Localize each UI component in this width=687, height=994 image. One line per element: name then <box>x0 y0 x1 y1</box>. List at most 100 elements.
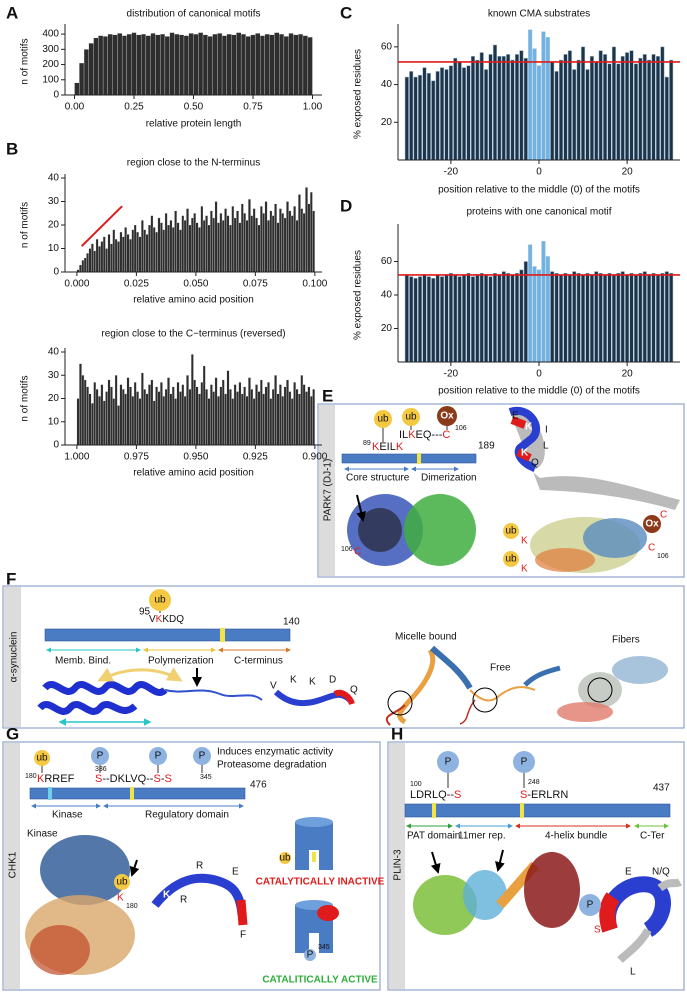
p-circle <box>304 949 316 961</box>
bar <box>625 52 630 161</box>
bar <box>288 210 292 273</box>
bar <box>286 379 289 446</box>
bar <box>226 33 232 96</box>
bar <box>183 396 187 446</box>
bar <box>283 386 287 446</box>
bar <box>479 52 484 161</box>
sequence: ILKEQ---C <box>399 429 450 441</box>
side-strip <box>319 405 335 576</box>
bar <box>150 33 156 96</box>
bar <box>245 396 249 446</box>
bar <box>207 398 211 446</box>
ub-circle <box>149 589 171 611</box>
chart: region close to the C−terminus (reversed… <box>20 329 328 479</box>
tag: ub <box>154 595 166 606</box>
bar <box>164 36 170 96</box>
bar <box>126 33 132 96</box>
cylinder <box>295 817 333 827</box>
bar <box>181 384 185 446</box>
domain-label: Dimerization <box>421 473 477 484</box>
y-tick-label: 60 <box>381 41 393 52</box>
y-tick-label: 60 <box>381 256 393 267</box>
bar <box>200 206 204 273</box>
effect: Induces enzymatic activity <box>217 747 333 758</box>
inhibitor <box>317 905 339 921</box>
bar <box>86 386 89 446</box>
bar <box>107 33 113 96</box>
panel-label: E <box>322 386 333 405</box>
bar <box>603 54 608 161</box>
bar <box>523 261 528 363</box>
arrow <box>430 851 441 874</box>
bar <box>295 220 299 273</box>
bar <box>532 266 537 363</box>
bar <box>205 215 208 273</box>
panel-g: G CHK1 ub P P P Induces enzymatic activi… <box>2 724 385 991</box>
bar <box>422 67 427 161</box>
tag: Ox <box>440 411 454 422</box>
bar <box>169 32 175 96</box>
bar <box>136 391 139 446</box>
bar <box>252 208 256 273</box>
position: 180 <box>25 773 37 780</box>
y-tick-label: 10 <box>48 416 60 427</box>
bar <box>655 274 660 363</box>
bar <box>152 227 156 273</box>
arrow <box>129 859 140 877</box>
bar <box>257 391 261 446</box>
bar <box>274 375 277 446</box>
bar <box>186 208 189 273</box>
y-tick-label: 300 <box>42 44 59 55</box>
bar <box>95 238 99 273</box>
bar <box>88 393 92 446</box>
bar <box>102 236 106 273</box>
bar <box>193 379 197 446</box>
ox-circle <box>643 515 661 533</box>
bar <box>124 393 127 446</box>
side-strip <box>4 587 21 727</box>
x-tick-label: 0.000 <box>64 279 89 290</box>
residue: E <box>232 867 239 878</box>
stem <box>41 765 203 773</box>
bar <box>541 241 546 363</box>
bar <box>155 231 158 273</box>
structure <box>429 645 473 690</box>
x-tick-label: 0.100 <box>302 279 327 290</box>
bar <box>155 386 158 446</box>
bar <box>470 276 475 363</box>
bar <box>91 403 94 446</box>
bar <box>453 57 458 161</box>
bar <box>585 272 590 363</box>
bar <box>611 46 616 161</box>
bar <box>576 59 581 161</box>
tag: ub <box>116 877 128 888</box>
residue: L <box>543 441 549 452</box>
residue: K <box>163 890 171 901</box>
side-strip <box>389 743 405 989</box>
x-tick-label: 0.075 <box>243 279 268 290</box>
state-label: Fibers <box>612 635 640 646</box>
protein-name: α-synuclein <box>9 632 20 683</box>
helix <box>37 701 138 715</box>
bar <box>114 375 118 446</box>
bar <box>79 264 82 273</box>
bar <box>131 32 137 96</box>
bar <box>121 35 127 96</box>
bar <box>264 33 270 96</box>
structure <box>524 852 580 928</box>
ribbon <box>236 899 248 926</box>
bar <box>141 220 144 273</box>
structure <box>612 656 668 684</box>
bar <box>152 400 156 446</box>
bar <box>660 46 665 161</box>
bar <box>207 224 211 273</box>
bar <box>293 206 296 273</box>
length: 476 <box>250 780 267 791</box>
bar <box>224 393 227 446</box>
bar <box>240 393 244 446</box>
side-strip <box>4 743 20 989</box>
x-axis-label: position relative to the middle (0) of t… <box>438 386 640 397</box>
residue: K <box>521 564 528 575</box>
bar <box>274 203 277 273</box>
sequence: S--DKLVQ--S-S <box>95 773 172 785</box>
